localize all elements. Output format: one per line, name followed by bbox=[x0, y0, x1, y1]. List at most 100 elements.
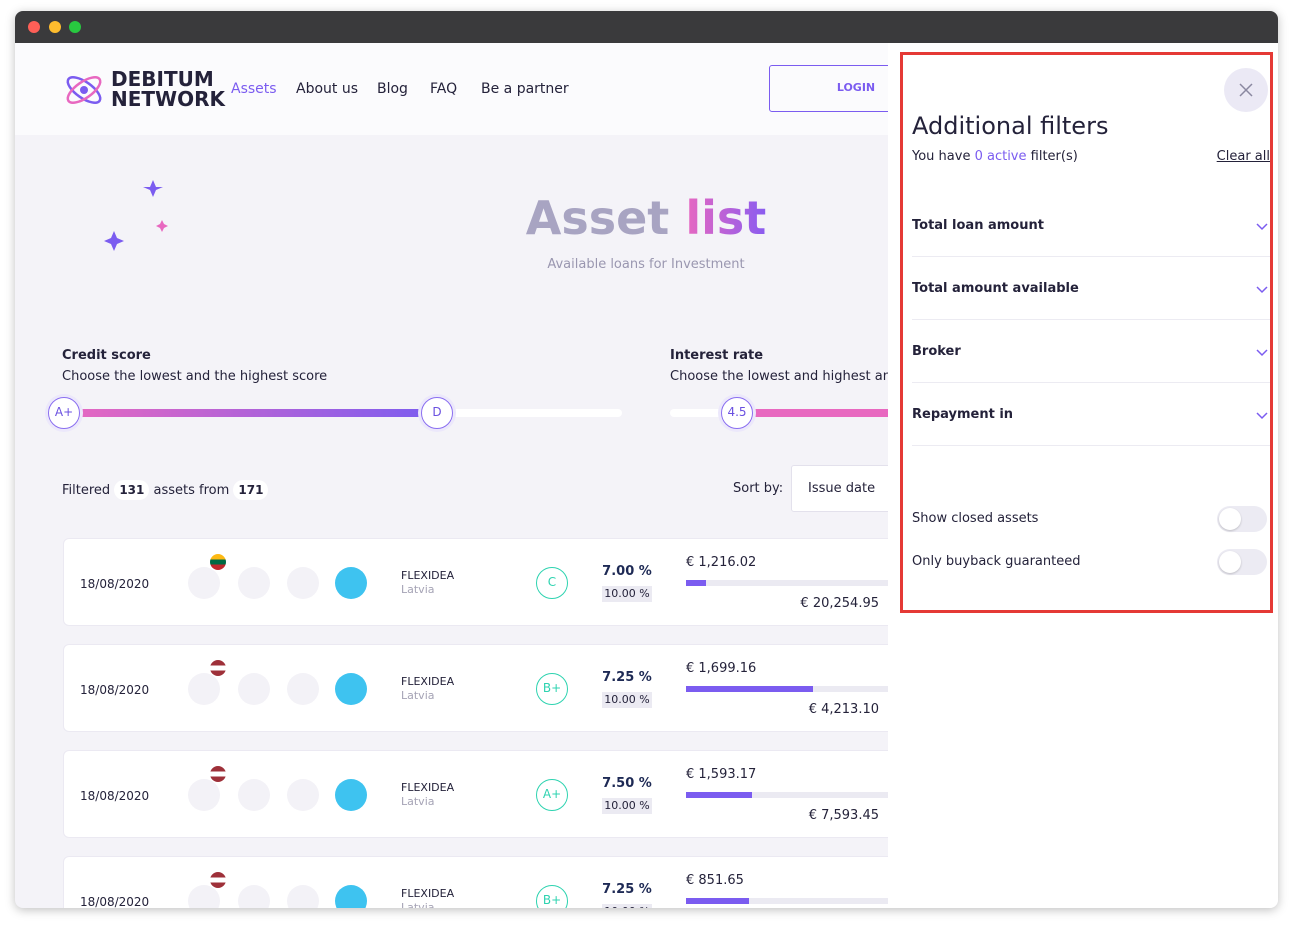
toggle-switch[interactable] bbox=[1217, 549, 1267, 575]
count-badge: 131 bbox=[114, 480, 150, 500]
progress-track bbox=[686, 686, 946, 692]
minimize-dot[interactable] bbox=[49, 21, 61, 33]
slider-range bbox=[737, 409, 937, 417]
logo-text: NETWORK bbox=[111, 87, 226, 111]
shield-icon bbox=[335, 779, 367, 811]
doc-icon bbox=[188, 779, 220, 811]
progress-fill bbox=[686, 580, 706, 586]
shield-icon bbox=[335, 673, 367, 705]
toggle-switch[interactable] bbox=[1217, 506, 1267, 532]
base-rate: 10.00 % bbox=[602, 904, 652, 908]
country-flag bbox=[210, 872, 226, 888]
doc-icon bbox=[287, 673, 319, 705]
chevron bbox=[1256, 286, 1268, 294]
doc-icon bbox=[238, 885, 270, 908]
credit-grade: B+ bbox=[536, 673, 568, 705]
company-country: Latvia bbox=[401, 795, 435, 808]
chevron bbox=[1256, 349, 1268, 357]
progress-track bbox=[686, 792, 946, 798]
slider-handle[interactable]: D bbox=[421, 397, 453, 429]
doc-icon bbox=[287, 567, 319, 599]
interest-rate: 7.25 % bbox=[602, 882, 652, 897]
issue-date: 18/08/2020 bbox=[80, 789, 150, 803]
count-badge: 171 bbox=[233, 480, 269, 500]
doc-icon bbox=[238, 673, 270, 705]
filter-status: You have 0 active filter(s) bbox=[912, 149, 1078, 165]
slider-range bbox=[64, 409, 437, 417]
nav-link[interactable]: Assets bbox=[231, 81, 277, 97]
total-amount: € 20,254.95 bbox=[800, 596, 879, 611]
available-amount: € 1,593.17 bbox=[686, 767, 757, 782]
filter-description: Choose the lowest and highest an bbox=[670, 369, 891, 384]
filter-description: Choose the lowest and the highest score bbox=[62, 369, 328, 384]
available-amount: € 1,216.02 bbox=[686, 555, 757, 570]
active-count: 0 active bbox=[974, 149, 1027, 164]
status-text: filter(s) bbox=[1030, 149, 1078, 164]
filters-panel: Additional filters You have 0 active fil… bbox=[888, 43, 1278, 908]
nav-link[interactable]: About us bbox=[296, 81, 359, 97]
available-amount: € 851.65 bbox=[686, 873, 744, 888]
chevron bbox=[1256, 223, 1268, 231]
company-name: FLEXIDEA bbox=[401, 781, 455, 794]
slider-handle[interactable]: 4.5 bbox=[721, 397, 753, 429]
toggle-label: Only buyback guaranteed bbox=[912, 554, 1081, 569]
doc-icon bbox=[238, 567, 270, 599]
credit-grade: B+ bbox=[536, 885, 568, 908]
doc-icon bbox=[238, 779, 270, 811]
sparkles bbox=[104, 180, 168, 251]
total-amount: € 7,593.45 bbox=[808, 808, 879, 823]
doc-icon bbox=[188, 885, 220, 908]
progress-track bbox=[686, 898, 946, 904]
filter-accordion[interactable]: Total amount available bbox=[912, 257, 1270, 320]
title-word: Asset bbox=[525, 191, 670, 245]
highlight-box bbox=[900, 52, 1273, 613]
shield-icon bbox=[335, 885, 367, 908]
company-name: FLEXIDEA bbox=[401, 569, 455, 582]
interest-rate: 7.50 % bbox=[602, 776, 652, 791]
shield-icon bbox=[335, 567, 367, 599]
progress-fill bbox=[686, 898, 749, 904]
base-rate: 10.00 % bbox=[602, 692, 652, 708]
clear-all-link[interactable]: Clear all bbox=[1216, 149, 1270, 164]
summary-label: assets from bbox=[153, 483, 230, 498]
title-word: list bbox=[685, 191, 767, 245]
zoom-dot[interactable] bbox=[69, 21, 81, 33]
filter-accordion[interactable]: Broker bbox=[912, 320, 1270, 383]
nav-link[interactable]: Be a partner bbox=[481, 81, 569, 97]
subtitle: Available loans for Investment bbox=[547, 257, 745, 272]
close-dot[interactable] bbox=[28, 21, 40, 33]
page-title: Asset list bbox=[346, 191, 946, 245]
country-flag bbox=[210, 766, 226, 782]
company-name: FLEXIDEA bbox=[401, 887, 455, 900]
issue-date: 18/08/2020 bbox=[80, 895, 150, 908]
panel-title: Additional filters bbox=[912, 112, 1109, 140]
close-button[interactable] bbox=[1224, 68, 1268, 112]
title-bar bbox=[15, 11, 1278, 43]
base-rate: 10.00 % bbox=[602, 586, 652, 602]
slider-handle[interactable]: A+ bbox=[48, 397, 80, 429]
status-text: You have bbox=[912, 149, 971, 164]
country-flag bbox=[210, 554, 226, 570]
company-name: FLEXIDEA bbox=[401, 675, 455, 688]
logo-icon bbox=[66, 76, 102, 104]
filter-accordion[interactable]: Total loan amount bbox=[912, 194, 1270, 257]
chevron bbox=[1256, 412, 1268, 420]
asset-row[interactable]: 18/08/2020 FLEXIDEA Latvia A+ 7.50 % 10.00 % €… bbox=[63, 750, 963, 838]
nav-link[interactable]: Blog bbox=[377, 81, 408, 97]
sort-label: Sort by: bbox=[733, 481, 784, 496]
issue-date: 18/08/2020 bbox=[80, 577, 150, 591]
browser-window: DEBITUM NETWORK Assets About us Blog FAQ… bbox=[15, 11, 1278, 908]
interest-rate: 7.00 % bbox=[602, 564, 652, 579]
nav-bar: DEBITUM NETWORK Assets About us Blog FAQ… bbox=[15, 43, 943, 135]
nav-link[interactable]: FAQ bbox=[430, 81, 458, 97]
summary: Filtered 131 assets from 171 bbox=[62, 480, 269, 500]
filter-title: Interest rate bbox=[670, 348, 764, 363]
logo-text: DEBITUM bbox=[111, 67, 214, 91]
base-rate: 10.00 % bbox=[602, 798, 652, 814]
filter-accordion[interactable]: Repayment in bbox=[912, 383, 1270, 446]
available-amount: € 1,699.16 bbox=[686, 661, 757, 676]
asset-row[interactable]: 18/08/2020 FLEXIDEA Latvia C 7.00 % 10.00 % € … bbox=[63, 538, 963, 626]
